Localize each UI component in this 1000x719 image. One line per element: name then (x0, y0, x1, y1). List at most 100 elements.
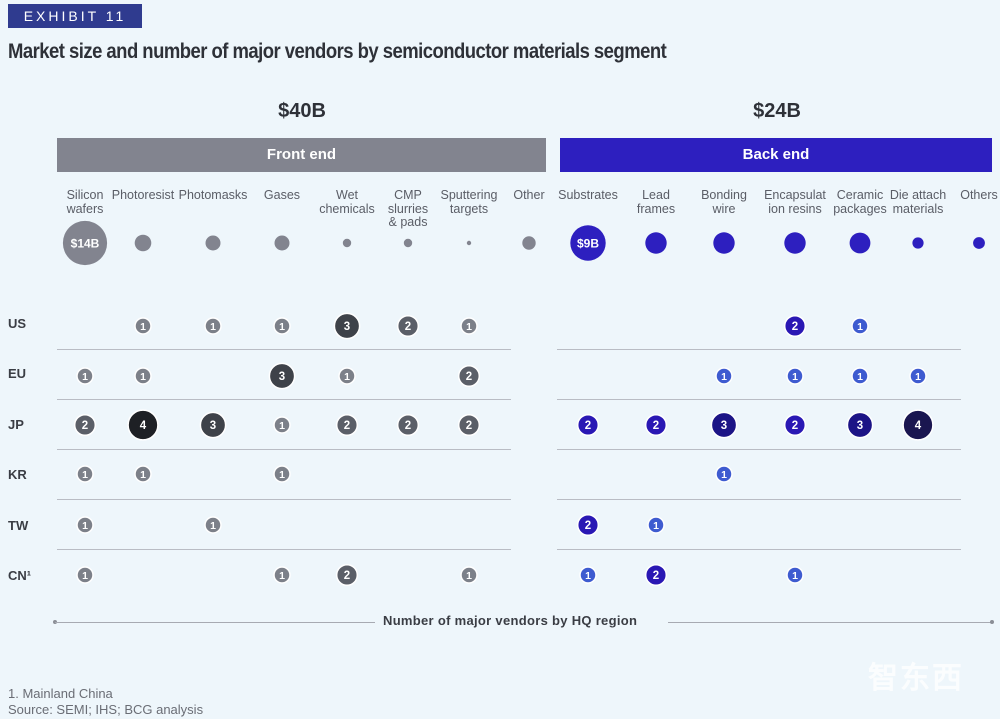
segment-label-line: Substrates (558, 188, 618, 202)
vendor-count-label: 1 (279, 420, 285, 432)
row-separator (57, 449, 511, 450)
market-size-bubble-others (973, 237, 985, 249)
market-size-bubble-bonding-wire (713, 232, 735, 254)
market-size-bubble-cmp-slurries-pads (403, 238, 413, 248)
vendor-bubble-kr-bonding-wire (715, 465, 733, 483)
vendor-count-label: 1 (82, 371, 88, 383)
vendor-bubble-tw-silicon-wafers (76, 516, 94, 534)
segment-label-line: Die attach (889, 188, 947, 202)
market-size-bubble-ceramic-packages (849, 232, 871, 254)
segment-label-sputtering-targets: Sputtering targets (427, 188, 511, 216)
vendor-bubble-eu-sputtering-targets (457, 364, 481, 388)
vendor-bubble-us-sputtering-targets (460, 317, 478, 335)
region-label-cn: CN¹ (8, 568, 32, 583)
vendor-count-label: 1 (210, 520, 216, 532)
segment-label-line: Gases (263, 188, 301, 202)
segment-label-line: frames (636, 201, 676, 216)
segment-label-line: Photoresist (111, 188, 175, 202)
vendor-count-label: 1 (140, 469, 146, 481)
vendor-count-label: 1 (82, 570, 88, 582)
vendor-bubble-us-ceramic-packages (851, 317, 869, 335)
vendor-bubble-cn-lead-frames (644, 563, 668, 587)
vendor-bubble-us-encapsulation-resins (783, 314, 807, 338)
row-separator (557, 549, 961, 550)
row-separator (57, 349, 511, 350)
vendor-count-label: 2 (82, 420, 88, 432)
vendor-bubble-kr-gases (273, 465, 291, 483)
vendor-count-label: 2 (585, 420, 591, 432)
vendor-bubble-cn-substrates (579, 566, 597, 584)
segment-label-line: wafers (66, 201, 104, 216)
row-separator (557, 449, 961, 450)
vendor-count-label: 1 (653, 520, 659, 532)
segment-label-line: Sputtering (440, 188, 498, 202)
vendor-count-label: 4 (915, 420, 922, 432)
vendor-bubble-cn-sputtering-targets (460, 566, 478, 584)
vendor-bubble-jp-photoresist (127, 409, 159, 441)
vendor-count-label: 1 (140, 371, 146, 383)
vendor-count-label: 1 (915, 371, 921, 383)
vendor-count-label: 1 (82, 520, 88, 532)
vendor-bubble-cn-gases (273, 566, 291, 584)
vendor-count-label: 1 (466, 570, 472, 582)
exhibit-label: EXHIBIT 11 (8, 4, 142, 28)
vendor-count-label: 3 (721, 420, 727, 432)
segment-label-cmp-slurries-pads: CMP slurries & pads (366, 188, 450, 230)
vendor-bubble-kr-silicon-wafers (76, 465, 94, 483)
front-end-band: Front end (57, 138, 546, 172)
vendor-bubble-eu-die-attach-materials (909, 367, 927, 385)
segment-label-line: wire (712, 201, 736, 216)
vendor-bubble-cn-silicon-wafers (76, 566, 94, 584)
market-size-label: $14B (71, 237, 100, 251)
vendor-bubble-cn-encapsulation-resins (786, 566, 804, 584)
segment-label-photomasks: Photomasks (171, 188, 255, 203)
vendor-count-label: 1 (466, 321, 472, 333)
vendor-count-label: 1 (721, 371, 727, 383)
vendor-count-label: 1 (344, 371, 350, 383)
vendor-count-label: 2 (344, 420, 350, 432)
vendor-bubble-tw-lead-frames (647, 516, 665, 534)
vendor-count-label: 1 (82, 469, 88, 481)
vendor-count-label: 1 (857, 321, 863, 333)
vendor-count-label: 1 (140, 321, 146, 333)
vendor-count-label: 3 (210, 420, 216, 432)
segment-label-others: Others (937, 188, 1000, 203)
region-label-jp: JP (8, 417, 24, 432)
row-separator (557, 349, 961, 350)
vendor-count-label: 2 (466, 371, 472, 383)
region-label-eu: EU (8, 366, 27, 381)
vendor-count-label: 1 (210, 321, 216, 333)
vendor-count-label: 1 (857, 371, 863, 383)
vendor-count-label: 1 (279, 469, 285, 481)
front-end-total: $40B (278, 100, 326, 122)
market-size-bubble-lead-frames (645, 232, 667, 254)
row-separator (557, 399, 961, 400)
vendors-axis-label: Number of major vendors by HQ region (383, 613, 638, 628)
vendor-bubble-jp-encapsulation-resins (783, 413, 807, 437)
vendor-bubble-us-photoresist (134, 317, 152, 335)
segment-label-line: Photomasks (178, 188, 248, 202)
vendor-bubble-tw-photomasks (204, 516, 222, 534)
segment-label-line: ion resins (768, 201, 822, 216)
segment-label-line: chemicals (319, 201, 375, 216)
vendor-count-label: 1 (279, 321, 285, 333)
watermark-logo: 智东西 (868, 662, 964, 695)
vendor-bubble-eu-wet-chemicals (338, 367, 356, 385)
segment-label-encapsulation-resins: Encapsulat ion resins (753, 188, 837, 216)
vendor-bubble-jp-photomasks (199, 411, 227, 439)
region-label-us: US (8, 316, 27, 331)
segment-label-line: targets (449, 201, 489, 216)
market-size-label: $9B (577, 237, 599, 251)
segment-label-line: CMP (394, 188, 422, 202)
vendor-bubble-jp-sputtering-targets (457, 413, 481, 437)
segment-label-lead-frames: Lead frames (614, 188, 698, 216)
segment-label-silicon-wafers: Silicon wafers (43, 188, 127, 216)
vendor-count-label: 2 (792, 321, 798, 333)
vendor-bubble-us-cmp-slurries-pads (396, 314, 420, 338)
vendor-count-label: 1 (792, 371, 798, 383)
row-separator (57, 549, 511, 550)
vendor-bubble-eu-encapsulation-resins (786, 367, 804, 385)
footnote: 1. Mainland China (8, 686, 113, 701)
chart-title: Market size and number of major vendors … (8, 40, 667, 63)
market-size-bubble-silicon-wafers (62, 220, 108, 266)
